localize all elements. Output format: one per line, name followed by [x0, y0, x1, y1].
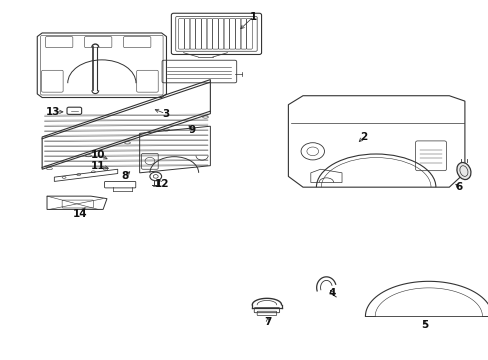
Text: 14: 14	[72, 209, 87, 219]
Text: 9: 9	[188, 125, 195, 135]
Text: 6: 6	[454, 182, 462, 192]
Text: 4: 4	[328, 288, 335, 298]
Text: 3: 3	[162, 109, 169, 119]
Text: 11: 11	[91, 161, 105, 171]
Text: 2: 2	[360, 132, 367, 142]
Text: 13: 13	[45, 107, 60, 117]
Ellipse shape	[456, 162, 470, 180]
Text: 1: 1	[249, 12, 256, 22]
Text: 5: 5	[421, 320, 427, 330]
Text: 10: 10	[91, 150, 105, 160]
Text: 7: 7	[264, 317, 271, 327]
Text: 12: 12	[154, 179, 168, 189]
Text: 8: 8	[121, 171, 128, 181]
